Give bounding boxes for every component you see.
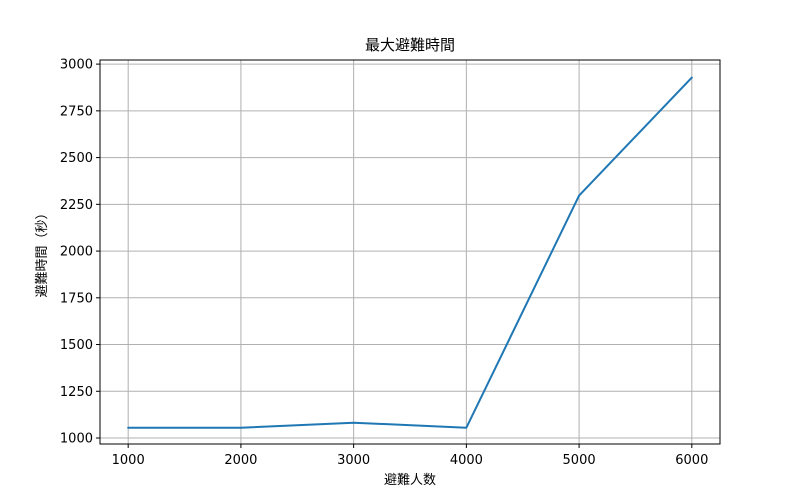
x-tick-label: 2000 — [224, 453, 257, 468]
y-tick-label: 2500 — [60, 151, 93, 166]
y-tick-label: 1250 — [60, 385, 93, 400]
x-tick-label: 6000 — [675, 453, 708, 468]
data-point — [352, 421, 355, 424]
y-tick-label: 1500 — [60, 338, 93, 353]
x-tick-label: 5000 — [563, 453, 596, 468]
y-tick-label: 1750 — [60, 291, 93, 306]
y-tick-label: 2750 — [60, 104, 93, 119]
y-tick-label: 2000 — [60, 245, 93, 260]
y-tick-label: 3000 — [60, 58, 93, 73]
grid — [100, 60, 720, 444]
x-axis-title: 避難人数 — [384, 473, 436, 488]
data-point — [127, 426, 129, 429]
y-tick-label: 2250 — [60, 198, 93, 213]
data-point — [240, 426, 242, 429]
y-axis-title: 避難時間（秒） — [35, 206, 50, 297]
data-point — [465, 426, 468, 429]
x-tick-label: 3000 — [337, 453, 370, 468]
x-tick-label: 1000 — [112, 453, 145, 468]
series-layer — [127, 76, 693, 429]
data-point — [578, 194, 580, 197]
ticks: 1000 2000 3000 4000 5000 6000 1000 1250 1500 1750… — [60, 58, 708, 468]
y-tick-label: 1000 — [60, 432, 93, 447]
chart-title: 最大避難時間 — [365, 36, 455, 54]
plot-frame — [99, 59, 721, 445]
x-tick-label: 4000 — [450, 453, 483, 468]
data-point — [691, 76, 693, 79]
series-line — [127, 76, 693, 429]
